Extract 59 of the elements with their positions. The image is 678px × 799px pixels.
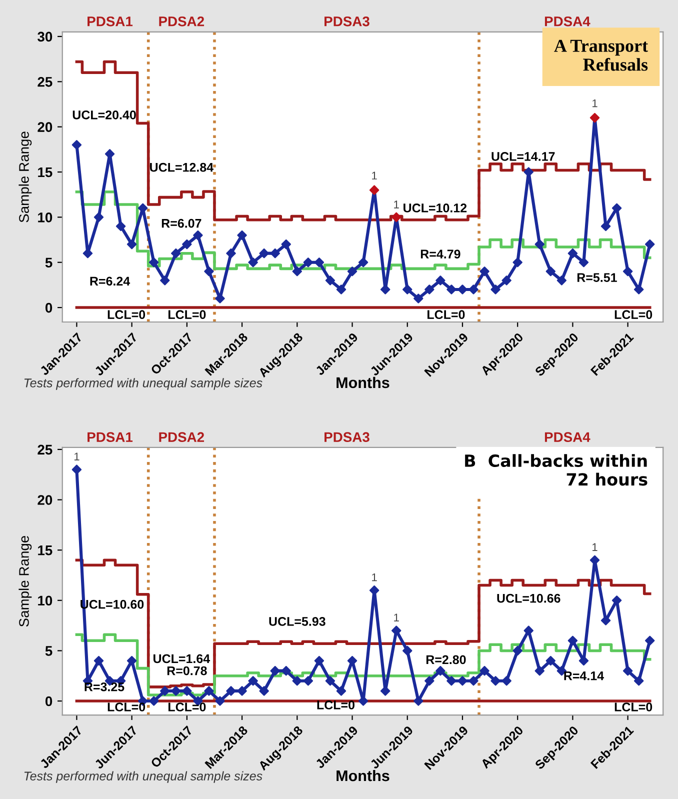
x-axis-title: Months <box>336 770 390 782</box>
annotation: 1 <box>394 200 399 208</box>
annotation: R=6.07 <box>162 218 202 228</box>
annotation: LCL=0 <box>614 310 652 320</box>
y-axis-title: Sample Range <box>18 132 32 222</box>
annotation: UCL=12.84 <box>150 162 214 172</box>
y-tick-label: 25 <box>38 76 52 87</box>
y-tick-label: 15 <box>38 167 52 178</box>
annotation: UCL=1.64 <box>154 654 210 664</box>
y-tick-label: 10 <box>38 596 52 606</box>
annotation: 1 <box>394 614 399 622</box>
y-tick-label: 0 <box>45 696 52 706</box>
y-tick-label: 20 <box>38 122 52 132</box>
annotation: R=2.80 <box>426 655 466 664</box>
text: PDSA4 <box>544 432 590 442</box>
annotation: 1 <box>74 452 80 460</box>
annotation: 1 <box>592 543 598 551</box>
text: PDSA2 <box>159 432 204 442</box>
annotation: R=4.14 <box>564 672 604 680</box>
annotation: UCL=10.66 <box>497 594 560 603</box>
text: B Call-backs within 72 hours <box>465 454 648 486</box>
annotation: LCL=0 <box>108 702 146 712</box>
text: Tests performed with unequal sample sizes <box>24 378 262 390</box>
annotation: 1 <box>372 172 377 180</box>
annotation: LCL=0 <box>108 310 146 320</box>
y-tick-label: 30 <box>38 32 52 42</box>
annotation: R=4.79 <box>420 250 460 258</box>
x-axis-title: Months <box>336 376 390 388</box>
text: A Transport Refusals <box>554 40 648 71</box>
text: PDSA1 <box>88 432 133 442</box>
text: PDSA3 <box>324 432 370 442</box>
annotation: UCL=14.17 <box>492 152 555 161</box>
annotation: LCL=0 <box>614 702 652 712</box>
annotation: LCL=0 <box>428 310 465 320</box>
annotation: R=5.51 <box>577 273 617 282</box>
annotation: 1 <box>592 99 598 108</box>
y-tick-label: 20 <box>38 495 52 505</box>
text: PDSA4 <box>544 16 590 26</box>
y-tick-label: 5 <box>45 646 52 656</box>
text: PDSA2 <box>159 16 204 26</box>
text: Tests performed with unequal sample sizes <box>24 771 262 783</box>
annotation: LCL=0 <box>317 700 354 710</box>
text: PDSA1 <box>88 16 133 26</box>
annotation: R=0.78 <box>167 666 207 676</box>
annotation: 1 <box>372 573 377 582</box>
annotation: LCL=0 <box>168 310 206 320</box>
y-tick-label: 25 <box>38 444 52 455</box>
y-tick-label: 10 <box>38 212 52 222</box>
annotation: R=3.25 <box>84 682 124 692</box>
text: PDSA3 <box>324 16 370 26</box>
y-axis-title: Sample Range <box>18 536 32 627</box>
annotation: UCL=10.12 <box>404 204 467 212</box>
y-tick-label: 0 <box>45 302 52 313</box>
annotation: R=6.24 <box>90 276 130 286</box>
y-tick-label: 15 <box>38 546 52 556</box>
y-tick-label: 5 <box>45 258 52 268</box>
annotation: UCL=5.93 <box>269 617 326 626</box>
annotation: LCL=0 <box>168 702 206 712</box>
annotation: UCL=20.40 <box>72 110 136 120</box>
